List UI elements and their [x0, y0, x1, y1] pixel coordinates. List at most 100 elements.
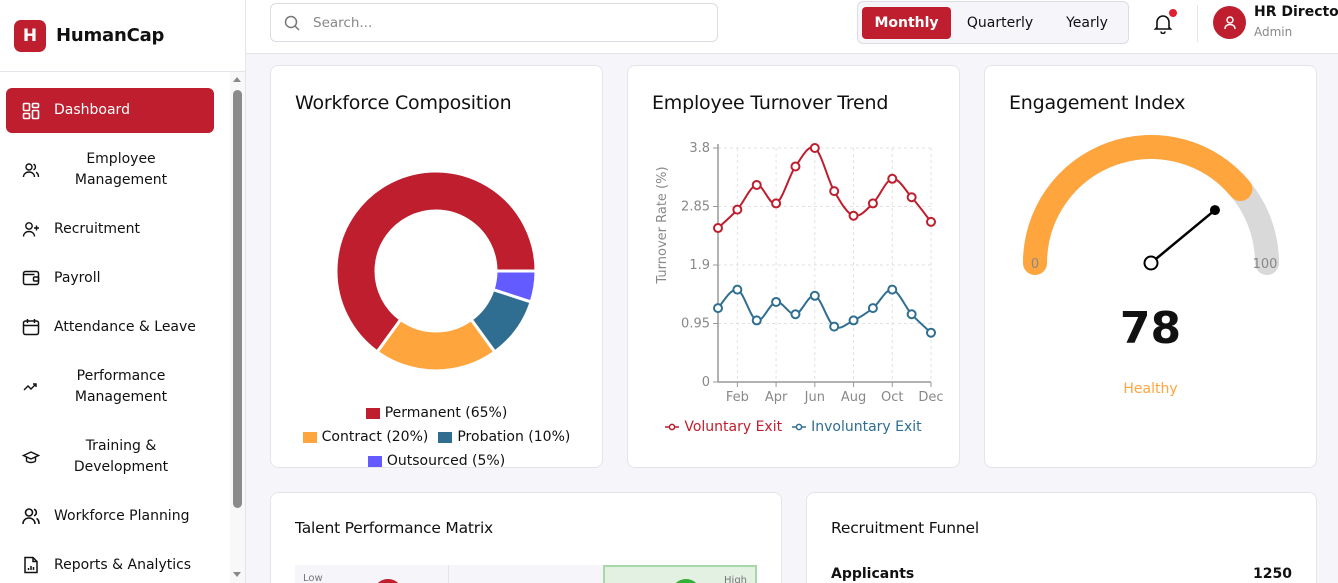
avatar[interactable] [1213, 6, 1246, 39]
sidebar-scrollbar[interactable] [230, 72, 245, 583]
matrix-cell-low[interactable]: Low [295, 565, 449, 583]
trending-up-icon [22, 378, 40, 396]
period-yearly-button[interactable]: Yearly [1066, 15, 1108, 31]
legend-marker-involuntary [792, 423, 807, 431]
data-point[interactable] [867, 303, 878, 314]
matrix-cell-high[interactable]: High [603, 565, 757, 583]
users-icon [22, 161, 40, 179]
data-point[interactable] [809, 290, 820, 301]
legend-item-involuntary[interactable]: Involuntary Exit [792, 419, 922, 435]
scroll-up-arrow-icon[interactable] [233, 77, 241, 82]
x-tick-label: Jun [804, 390, 825, 405]
data-point[interactable] [906, 309, 917, 320]
sidebar-item-label: Employee Management [74, 151, 168, 188]
data-point[interactable] [848, 210, 859, 221]
y-tick-label: 3.8 [689, 141, 710, 156]
data-point[interactable] [751, 179, 762, 190]
turnover-trend-card: Employee Turnover Trend 0 0.95 1.9 2.85 3.8 F… [627, 65, 960, 468]
scroll-down-arrow-icon[interactable] [233, 572, 241, 577]
data-point[interactable] [790, 161, 801, 172]
data-point[interactable] [926, 216, 936, 227]
data-point[interactable] [790, 309, 801, 320]
sidebar-item-label: Performance Management [74, 368, 168, 405]
legend-item-outsourced[interactable]: Outsourced (5%) [367, 453, 506, 468]
legend-label: Outsourced (5%) [386, 453, 506, 468]
search-input[interactable] [313, 14, 693, 31]
wallet-icon [22, 269, 40, 287]
brand: H HumanCap [0, 0, 245, 72]
series-line-involuntary [717, 288, 932, 334]
x-tick-label: Oct [881, 390, 903, 405]
sidebar-item-workforce-planning[interactable]: Workforce Planning [6, 499, 214, 533]
sidebar-item-label: Recruitment [54, 220, 141, 237]
dashboard-grid-icon [22, 102, 40, 120]
data-point[interactable] [713, 303, 723, 314]
matrix-bubble[interactable] [671, 579, 701, 583]
search-box[interactable] [270, 3, 718, 42]
y-tick-label: 0.95 [681, 317, 710, 332]
donut-slice-outsourced[interactable] [491, 269, 538, 304]
period-monthly-button[interactable]: Monthly [862, 7, 951, 39]
data-point[interactable] [848, 315, 859, 326]
data-point[interactable] [771, 296, 782, 307]
sidebar-item-recruitment[interactable]: Recruitment [6, 212, 214, 246]
scrollbar-thumb[interactable] [233, 90, 242, 508]
data-point[interactable] [771, 198, 782, 209]
card-title: Workforce Composition [295, 92, 512, 114]
engagement-status: Healthy [1123, 381, 1178, 397]
legend-item-contract[interactable]: Contract (20%) [302, 429, 429, 445]
brand-logo: H [14, 19, 46, 52]
sidebar-item-training-development[interactable]: Training & Development [6, 434, 214, 480]
sidebar-item-payroll[interactable]: Payroll [6, 261, 214, 295]
cell-label: High [724, 575, 747, 583]
legend-label: Permanent (65%) [384, 405, 508, 421]
talent-matrix-card: Talent Performance Matrix Low High [270, 492, 782, 583]
legend-label: Contract (20%) [321, 429, 429, 445]
data-point[interactable] [887, 173, 898, 184]
turnover-line-chart: 0 0.95 1.9 2.85 3.8 Feb Apr Jun Aug Oct Dec Turnove… [655, 141, 944, 405]
workforce-composition-card: Workforce Composition Permanent (65%) Co… [270, 65, 603, 468]
sidebar-item-dashboard[interactable]: Dashboard [6, 88, 214, 133]
data-point[interactable] [829, 186, 840, 197]
user-icon [1223, 15, 1236, 29]
legend-item-probation[interactable]: Probation (10%) [438, 429, 570, 445]
recruitment-funnel-card: Recruitment Funnel Applicants 1250 [806, 492, 1317, 583]
user-plus-icon [22, 220, 40, 238]
period-quarterly-button[interactable]: Quarterly [966, 15, 1034, 31]
data-point[interactable] [809, 143, 820, 153]
y-axis-label: Turnover Rate (%) [655, 166, 670, 284]
sidebar-item-reports-analytics[interactable]: Reports & Analytics [6, 548, 214, 582]
legend-item-voluntary[interactable]: Voluntary Exit [665, 419, 782, 435]
sidebar-item-label: Reports & Analytics [54, 556, 192, 573]
notification-badge [1169, 9, 1177, 17]
data-point[interactable] [751, 315, 762, 326]
report-chart-icon [22, 556, 40, 574]
data-point[interactable] [732, 204, 743, 215]
matrix-bubble[interactable] [373, 579, 403, 583]
sidebar-item-employee-management[interactable]: Employee Management [6, 147, 214, 193]
engagement-index-card: Engagement Index 0 100 78 Healthy [984, 65, 1317, 468]
matrix-cell-mid[interactable] [450, 565, 603, 583]
y-tick-label: 1.9 [689, 258, 710, 273]
gauge-needle-pivot [1143, 255, 1159, 271]
user-name: HR Director [1254, 4, 1338, 20]
sidebar-item-label: Workforce Planning [54, 507, 190, 524]
data-point[interactable] [926, 327, 936, 338]
data-point[interactable] [906, 192, 917, 203]
data-point[interactable] [713, 223, 723, 234]
data-point[interactable] [732, 284, 743, 295]
series-line-voluntary [717, 146, 932, 229]
data-point[interactable] [829, 321, 840, 332]
workforce-donut-chart [334, 169, 538, 373]
donut-legend-row: Contract (20%) Probation (10%) [271, 429, 602, 445]
sidebar-item-label: Dashboard [54, 102, 130, 118]
bell-icon[interactable] [1152, 12, 1174, 34]
sidebar-item-attendance-leave[interactable]: Attendance & Leave [6, 310, 214, 344]
gauge-min-label: 0 [1031, 257, 1039, 272]
data-point[interactable] [887, 284, 898, 295]
donut-slice-permanent[interactable] [334, 169, 538, 354]
sidebar-item-performance-management[interactable]: Performance Management [6, 364, 214, 410]
legend-item-permanent[interactable]: Permanent (65%) [365, 405, 508, 421]
data-point[interactable] [867, 198, 878, 209]
